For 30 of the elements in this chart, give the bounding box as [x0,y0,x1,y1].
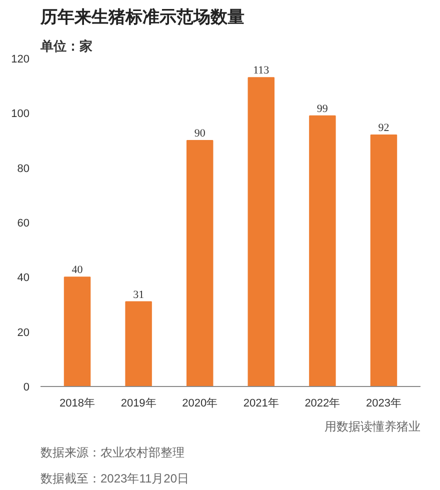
bar [186,140,214,386]
bar [248,77,275,386]
data-label: 40 [72,264,84,276]
text: 数据截至：2023年11月20日 [40,472,189,486]
data-label: 90 [194,128,206,140]
source-note: 数据来源：农业农村部整理 [40,446,184,460]
x-tick-label: 2022年 [304,398,340,410]
x-tick-label: 2021年 [243,398,279,410]
bar [125,301,152,386]
text: 用数据读懂养猪业 [324,420,420,434]
data-label: 31 [133,288,144,301]
bar [309,115,336,386]
chart-subtitle: 单位：家 [40,38,92,54]
data-label: 99 [316,102,328,115]
x-tick-label: 2019年 [120,398,156,410]
data-label: 92 [378,122,390,134]
x-tick-label: 2018年 [60,398,96,410]
data-label: 113 [253,64,270,77]
y-tick-label: 0 [23,382,30,394]
y-tick-label: 60 [17,218,30,230]
y-tick-label: 80 [17,162,30,175]
y-tick-label: 20 [17,326,30,339]
y-tick-label: 120 [11,54,30,66]
bar [370,134,398,386]
y-tick-label: 100 [11,108,30,120]
chart-title: 历年来生猪标准示范场数量 [40,8,244,26]
x-tick-label: 2020年 [182,398,218,410]
y-tick-label: 40 [17,272,30,284]
x-tick-label: 2023年 [366,398,402,410]
bar [64,276,91,386]
